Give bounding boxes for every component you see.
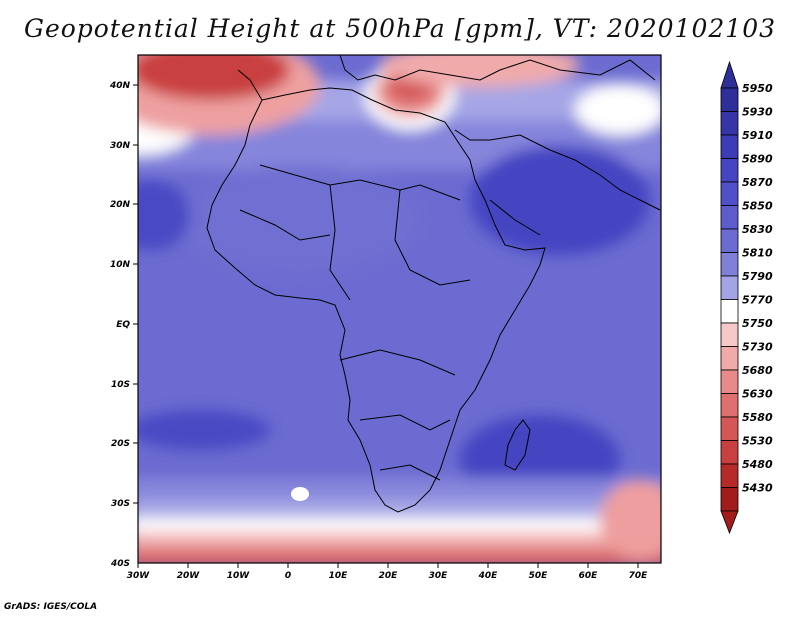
lon-label-10e: 10E	[329, 571, 349, 581]
colorbar-label: 5730	[742, 341, 773, 354]
colorbar-swatch	[720, 87, 739, 112]
colorbar-label: 5950	[742, 82, 773, 95]
lat-label-40n: 40N	[109, 81, 131, 91]
colorbar-label: 5870	[742, 176, 773, 189]
lat-label-20s: 20S	[111, 439, 130, 449]
lat-label-20n: 20N	[110, 200, 131, 210]
colorbar-swatch	[720, 228, 739, 253]
colorbar-swatch	[720, 440, 739, 465]
colorbar-swatch	[720, 416, 739, 441]
lat-label-30s: 30S	[111, 499, 130, 509]
coastlines	[206, 55, 661, 513]
colorbar-swatch	[720, 158, 739, 183]
lon-label-30e: 30E	[429, 571, 449, 581]
colorbar-label: 5790	[742, 270, 773, 283]
lon-label-60e: 60E	[579, 571, 599, 581]
colorbar-swatch	[720, 463, 739, 488]
lon-label-50e: 50E	[529, 571, 549, 581]
colorbar-label: 5890	[742, 153, 773, 166]
lon-label-20w: 20W	[177, 571, 201, 581]
colorbar-swatch	[720, 393, 739, 418]
axis-ticks: 40N 30N 20N 10N EQ 10S 20S 30S 40S 30W 2…	[109, 81, 648, 581]
colorbar-label: 5930	[742, 106, 773, 119]
colorbar-label: 5480	[742, 458, 773, 471]
colorbar-label: 5830	[742, 223, 773, 236]
colorbar-label: 5430	[742, 482, 773, 495]
lon-label-0: 0	[285, 571, 291, 581]
colorbar-label: 5770	[742, 294, 773, 307]
lon-label-30w: 30W	[127, 571, 151, 581]
colorbar-swatch	[720, 111, 739, 136]
colorbar-swatch	[720, 346, 739, 371]
colorbar: 5950 5930 5910 5890 5870 5850 5830 5810 5790 5770…	[720, 60, 773, 535]
lon-label-40e: 40E	[478, 571, 499, 581]
colorbar-swatch	[720, 299, 739, 324]
colorbar-arrow-bottom	[720, 510, 739, 535]
lat-label-30n: 30N	[110, 141, 131, 151]
colorbar-swatch	[720, 252, 739, 277]
colorbar-label: 5850	[742, 200, 773, 213]
colorbar-label: 5580	[742, 411, 773, 424]
lon-label-10w: 10W	[227, 571, 251, 581]
colorbar-label: 5750	[742, 317, 773, 330]
colorbar-swatch	[720, 205, 739, 230]
lat-label-10s: 10S	[111, 380, 130, 390]
credit-label: GrADS: IGES/COLA	[4, 602, 98, 612]
colorbar-label: 5530	[742, 435, 773, 448]
colorbar-swatch	[720, 487, 739, 512]
colorbar-swatch	[720, 275, 739, 300]
lon-label-70e: 70E	[629, 571, 649, 581]
lat-label-10n: 10N	[110, 260, 131, 270]
colorbar-label: 5630	[742, 388, 773, 401]
colorbar-swatch	[720, 181, 739, 206]
colorbar-swatch	[720, 134, 739, 159]
colorbar-label: 5910	[742, 129, 773, 142]
height-field	[138, 55, 661, 563]
colorbar-label: 5810	[742, 247, 773, 260]
map-title: Geopotential Height at 500hPa [gpm], VT:…	[23, 14, 777, 43]
lat-label-40s: 40S	[110, 559, 130, 569]
map-frame	[137, 54, 662, 564]
colorbar-swatch	[720, 322, 739, 347]
colorbar-arrow-top	[720, 60, 739, 89]
colorbar-label: 5680	[742, 364, 773, 377]
colorbar-swatch	[720, 369, 739, 394]
lat-label-eq: EQ	[116, 320, 130, 330]
lon-label-20e: 20E	[379, 571, 399, 581]
